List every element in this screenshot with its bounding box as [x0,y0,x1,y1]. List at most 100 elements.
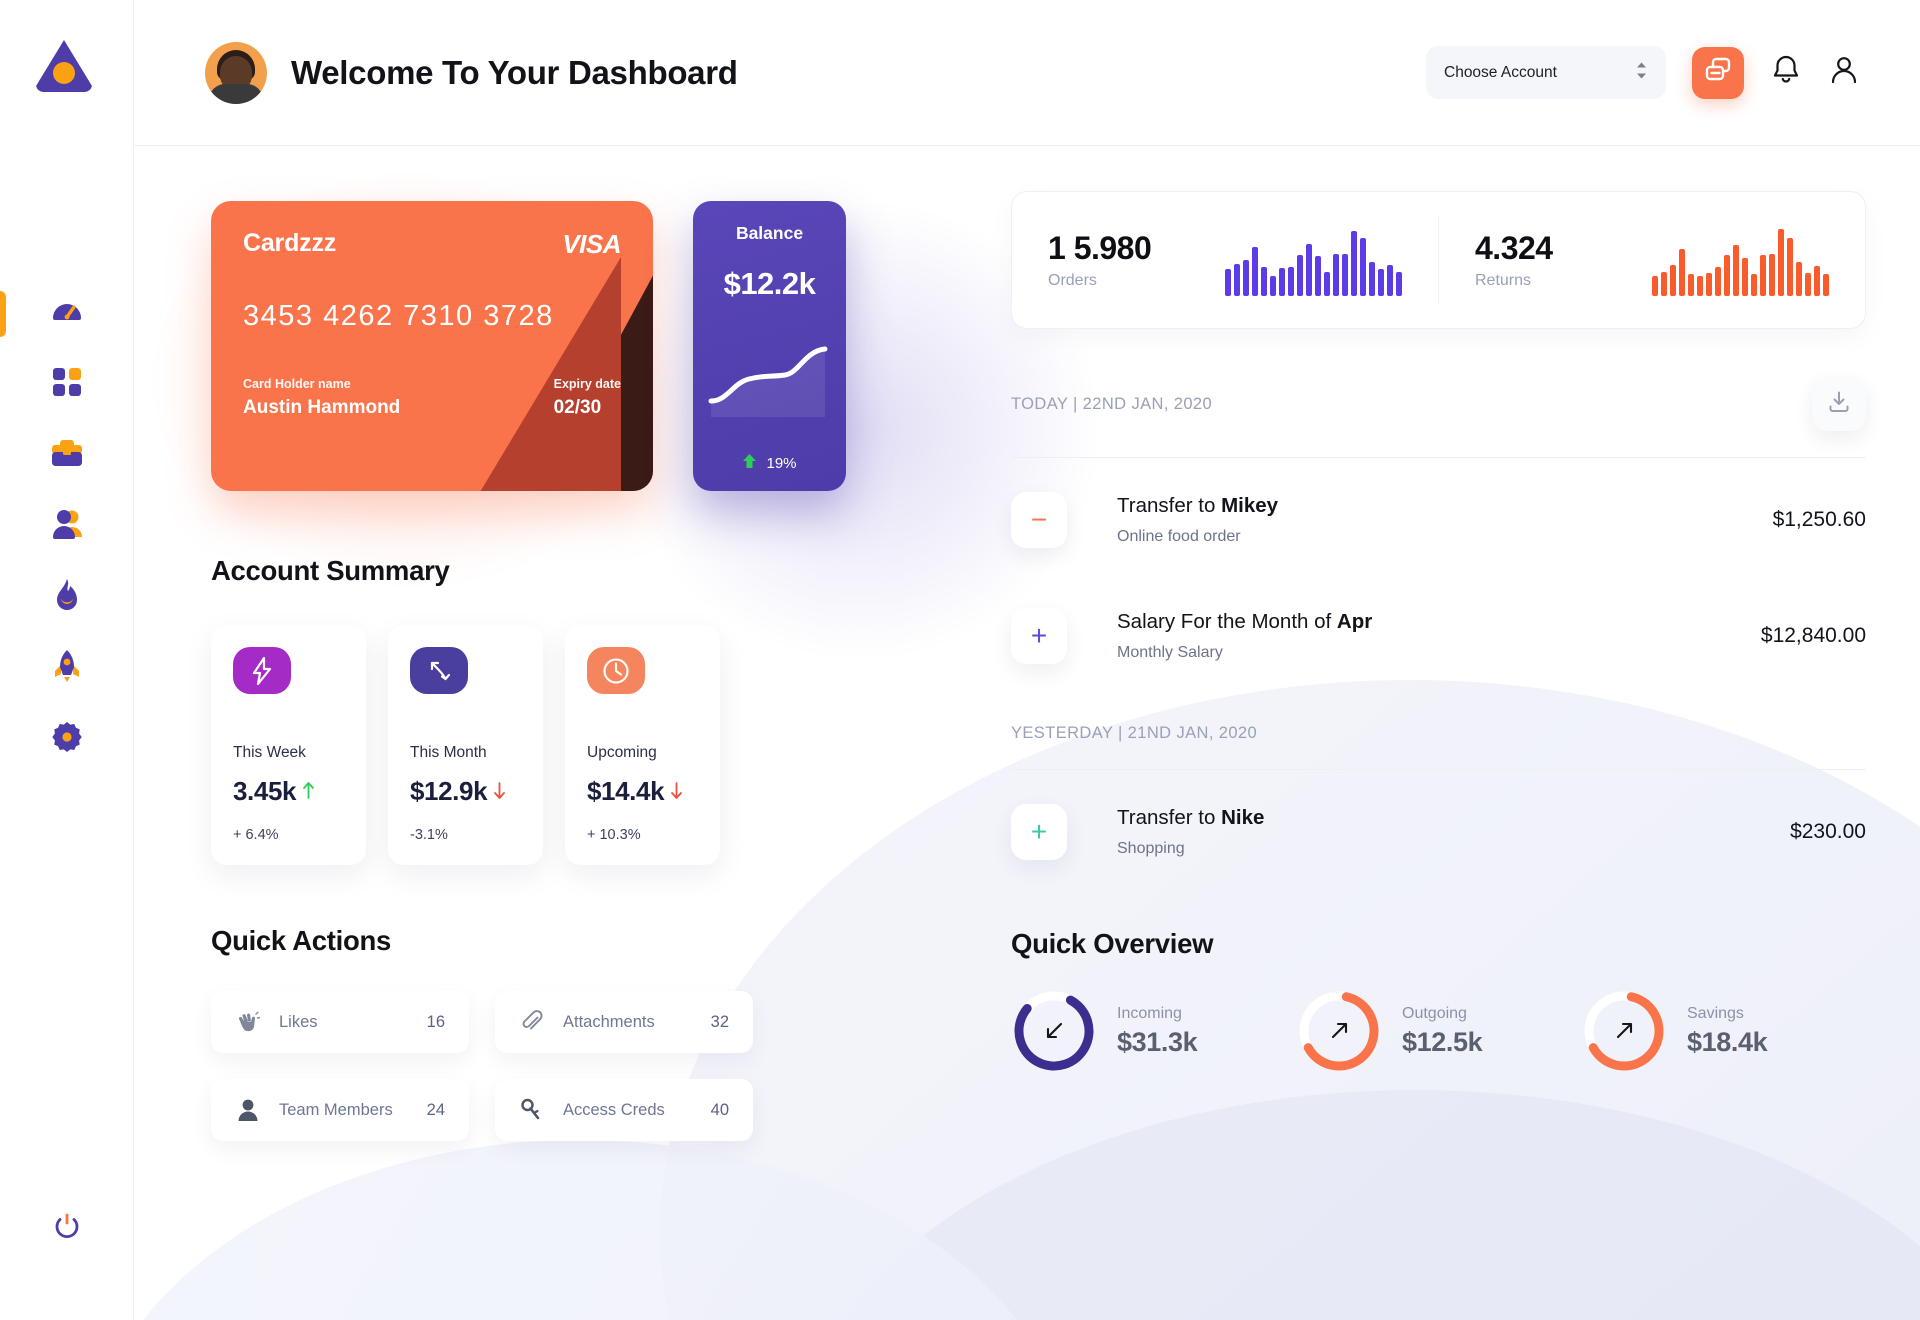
avatar[interactable] [205,41,267,104]
paperclip-icon [519,1010,545,1034]
quick-action-count: 24 [426,1100,445,1119]
bar [1724,254,1730,296]
transaction-title: Transfer to Mikey [1117,494,1279,517]
transaction-info: Transfer to Mikey Online food order [1117,494,1278,546]
sidebar-nav [0,278,134,775]
table-row[interactable]: + Transfer to Nike Shopping $230.00 [1011,770,1866,886]
left-column: Cardzzz VISA 3453 4262 7310 3728 Card Ho… [211,201,891,1141]
balance-title: Balance [735,223,804,243]
quick-action-access-creds[interactable]: Access Creds 40 [495,1079,753,1141]
download-button[interactable] [1812,377,1866,431]
summary-value: $12.9k [410,776,488,806]
key-icon [519,1098,545,1122]
stat-orders: 1 5.980 Orders [1012,224,1438,296]
bar [1306,243,1312,296]
user-outline-icon [1828,54,1860,91]
sidebar-item-dashboard[interactable] [0,278,134,349]
summary-card-upcoming[interactable]: Upcoming $14.4k + 10.3% [565,625,720,865]
table-row[interactable]: − Transfer to Mikey Online food order $1… [1011,458,1866,574]
bar [1333,253,1339,296]
quick-action-label: Attachments [563,1012,655,1031]
overview-item-outgoing[interactable]: Outgoing $12.5k [1296,988,1581,1074]
account-summary-grid: This Week 3.45k + 6.4% [211,625,891,865]
person-icon [235,1098,261,1122]
overview-text: Savings $18.4k [1687,1005,1768,1058]
transaction-date-label: YESTERDAY | 21ND JAN, 2020 [1011,724,1258,742]
sidebar-item-portfolio[interactable] [0,420,134,491]
quick-action-team-members[interactable]: Team Members 24 [211,1079,469,1141]
table-row[interactable]: + Salary For the Month of Apr Monthly Sa… [1011,574,1866,690]
bar [1733,244,1739,296]
sidebar-item-settings[interactable] [0,704,134,775]
returns-value: 4.324 [1475,230,1553,266]
transaction-amount: $230.00 [1790,820,1866,843]
briefcase-icon [50,437,84,474]
balance-card[interactable]: Balance $12.2k 19% [693,201,846,491]
bar [1805,272,1811,296]
bar [1270,276,1276,296]
quick-action-count: 32 [710,1012,729,1031]
summary-card-this-week[interactable]: This Week 3.45k + 6.4% [211,625,366,865]
transaction-amount: $12,840.00 [1760,624,1866,647]
transaction-group-header-today: TODAY | 22ND JAN, 2020 [1011,377,1866,458]
bar [1760,254,1766,296]
bar [1369,261,1375,296]
returns-label: Returns [1475,272,1532,289]
arrow-up-right-icon [1581,988,1667,1074]
sidebar-item-apps[interactable] [0,349,134,420]
overview-label: Outgoing [1402,1004,1467,1022]
summary-pct: + 10.3% [587,827,641,843]
outgoing-progress-ring [1296,988,1382,1074]
profile-button[interactable] [1828,54,1860,91]
quick-action-likes[interactable]: Likes 16 [211,991,469,1053]
bar [1297,254,1303,296]
overview-value: $12.5k [1402,1026,1483,1057]
arrow-up-icon [742,453,757,473]
summary-value-row: $12.9k [410,776,521,807]
speedometer-icon [50,294,84,333]
overview-text: Outgoing $12.5k [1402,1004,1483,1058]
summary-pct: + 6.4% [233,827,279,843]
transaction-title: Transfer to Nike [1117,806,1265,829]
quick-action-attachments[interactable]: Attachments 32 [495,991,753,1053]
bar [1652,276,1658,296]
transaction-group-header-yesterday: YESTERDAY | 21ND JAN, 2020 [1011,724,1866,770]
sidebar-item-trending[interactable] [0,562,134,633]
arrow-down-left-icon [1011,988,1097,1074]
balance-delta: 19% [693,453,846,473]
bar [1787,237,1793,296]
triangle-logo-icon[interactable] [32,36,96,96]
account-select-label: Choose Account [1444,63,1557,81]
bar [1697,276,1703,296]
notifications-button[interactable] [1770,54,1802,91]
bar [1823,274,1829,296]
summary-card-this-month[interactable]: This Month $12.9k -3.1% [388,625,543,865]
header-actions: Choose Account [1426,46,1860,99]
bar [1661,271,1667,296]
quick-action-label: Team Members [279,1100,393,1119]
stats-panel: 1 5.980 Orders 4.324 Returns [1011,191,1866,329]
overview-item-savings[interactable]: Savings $18.4k [1581,988,1866,1074]
transaction-subtitle: Shopping [1117,840,1185,857]
lightning-bolt-icon [233,647,291,694]
returns-bar-chart [1652,224,1829,296]
orders-label: Orders [1048,272,1097,289]
quick-overview-title: Quick Overview [1011,928,1214,959]
arrow-down-icon [669,776,684,807]
sidebar-item-users[interactable] [0,491,134,562]
bar [1351,231,1357,296]
credit-card[interactable]: Cardzzz VISA 3453 4262 7310 3728 Card Ho… [211,201,653,491]
quick-actions-grid: Likes 16 Attachments 32 [211,991,891,1141]
account-select[interactable]: Choose Account [1426,46,1666,99]
sidebar-item-launch[interactable] [0,633,134,704]
summary-value-row: $14.4k [587,776,698,807]
bar [1715,267,1721,296]
overview-item-incoming[interactable]: Incoming $31.3k [1011,988,1296,1074]
summary-label: This Week [233,744,306,761]
sidebar-item-logout[interactable] [0,1212,134,1247]
chat-button[interactable] [1692,46,1744,99]
card-expiry-label: Expiry date [553,377,621,391]
cards-row: Cardzzz VISA 3453 4262 7310 3728 Card Ho… [211,201,891,491]
balance-delta-value: 19% [766,454,797,472]
balance-value: $12.2k [723,266,816,301]
